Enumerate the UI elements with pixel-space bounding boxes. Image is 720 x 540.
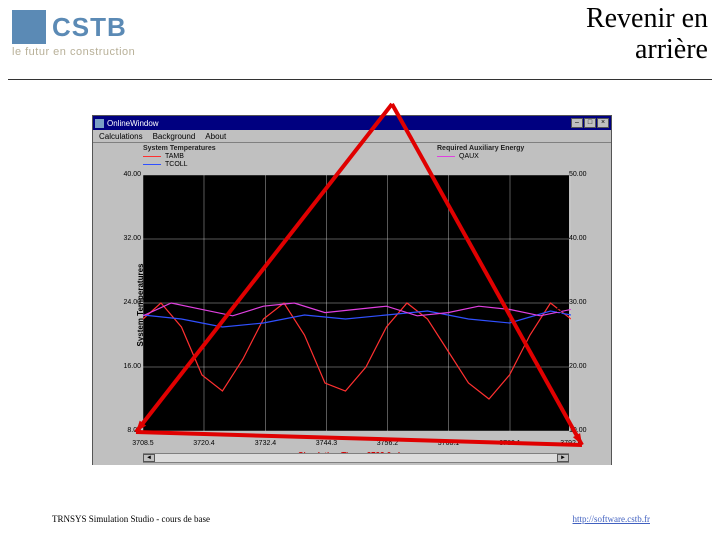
ytick-right: 10.00 (569, 427, 589, 434)
legend-label: TCOLL (165, 161, 188, 168)
ytick-left: 8.00 (121, 427, 141, 434)
footer-left-text: TRNSYS Simulation Studio - cours de base (52, 514, 210, 524)
x-tick: 3732.4 (255, 440, 276, 447)
window-controls: – □ × (571, 118, 609, 128)
menu-bar: Calculations Background About (93, 130, 611, 143)
plot-area (143, 175, 569, 431)
slide-footer: TRNSYS Simulation Studio - cours de base… (0, 514, 720, 524)
ytick-left: 40.00 (121, 171, 141, 178)
page-title: Revenir en arrière (586, 4, 708, 66)
x-tick: 3756.2 (377, 440, 398, 447)
menu-calculations[interactable]: Calculations (99, 132, 143, 141)
ytick-right: 40.00 (569, 235, 589, 242)
legend-item: TAMB (143, 153, 437, 160)
logo-tagline: le futur en construction (12, 46, 192, 58)
window-titlebar: OnlineWindow – □ × (93, 116, 611, 130)
y-axis-right-label: Required Auxiliary Energy (555, 255, 564, 355)
logo-text: CSTB (52, 12, 127, 43)
ytick-left: 32.00 (121, 235, 141, 242)
x-tick: 3792.0 (560, 440, 581, 447)
x-tick: 3744.3 (316, 440, 337, 447)
x-tick: 3780.1 (499, 440, 520, 447)
legend-line-icon (143, 164, 161, 165)
legend-line-icon (437, 156, 455, 157)
legend-left-items: TAMBTCOLL (143, 153, 437, 168)
title-line2: arrière (635, 34, 708, 65)
ytick-left: 24.00 (121, 299, 141, 306)
plot-area-wrap: System Temperatures Required Auxiliary E… (93, 171, 611, 439)
scroll-track[interactable]: ◄ ► (143, 453, 569, 463)
minimize-button[interactable]: – (571, 118, 583, 128)
legend-item: TCOLL (143, 161, 437, 168)
legend-right-title: Required Auxiliary Energy (437, 145, 607, 152)
legend-right-items: QAUX (437, 153, 607, 160)
menu-background[interactable]: Background (153, 132, 196, 141)
x-tick: 3720.4 (193, 440, 214, 447)
slide-header: CSTB le futur en construction Revenir en… (8, 0, 712, 80)
window-title: OnlineWindow (107, 119, 159, 128)
scroll-right-arrow-icon[interactable]: ► (557, 454, 569, 462)
scroll-left-arrow-icon[interactable]: ◄ (143, 454, 155, 462)
legend-left-title: System Temperatures (143, 145, 437, 152)
logo-block: CSTB le futur en construction (12, 10, 192, 58)
ytick-right: 50.00 (569, 171, 589, 178)
legend-line-icon (143, 156, 161, 157)
maximize-button[interactable]: □ (584, 118, 596, 128)
ytick-left: 16.00 (121, 363, 141, 370)
menu-about[interactable]: About (205, 132, 226, 141)
logo-square-icon (12, 10, 46, 44)
legend-label: QAUX (459, 153, 479, 160)
ytick-right: 30.00 (569, 299, 589, 306)
footer-link[interactable]: http://software.cstb.fr (573, 514, 650, 524)
window-icon (95, 119, 104, 128)
legend-item: QAUX (437, 153, 607, 160)
x-axis-area: 3708.5 3720.4 3732.4 3744.3 3756.2 3768.1 3780… (93, 439, 611, 465)
title-line1: Revenir en (586, 3, 708, 34)
x-tick: 3768.1 (438, 440, 459, 447)
legend-label: TAMB (165, 153, 184, 160)
legend-row: System Temperatures TAMBTCOLL Required A… (93, 143, 611, 171)
ytick-right: 20.00 (569, 363, 589, 370)
trnsys-online-window: OnlineWindow – □ × Calculations Backgrou… (92, 115, 612, 465)
x-tick: 3708.5 (132, 440, 153, 447)
close-button[interactable]: × (597, 118, 609, 128)
